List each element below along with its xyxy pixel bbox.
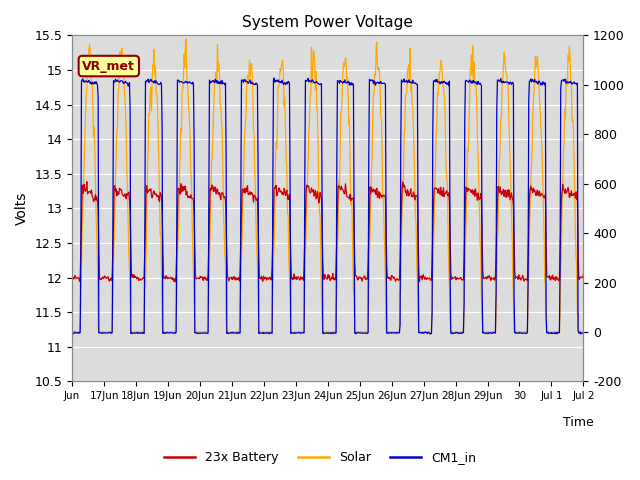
Text: VR_met: VR_met (83, 60, 135, 72)
Y-axis label: Volts: Volts (15, 192, 29, 225)
X-axis label: Time: Time (563, 416, 594, 429)
Title: System Power Voltage: System Power Voltage (243, 15, 413, 30)
Legend: 23x Battery, Solar, CM1_in: 23x Battery, Solar, CM1_in (159, 446, 481, 469)
